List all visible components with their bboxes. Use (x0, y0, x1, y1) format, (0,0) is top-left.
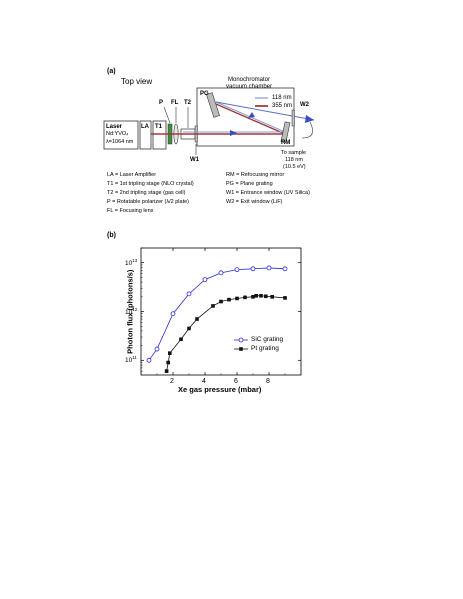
laser-box (103, 120, 139, 150)
la-label: LA (141, 124, 149, 130)
la-box (139, 120, 152, 150)
refocusing-mirror (280, 121, 291, 143)
pt-data-point (227, 297, 231, 302)
sic-data-point (202, 277, 208, 283)
definition-right: W2 = Exit window (LiF) (226, 199, 283, 205)
definition-right: W1 = Entrance window (UV Silica) (226, 190, 310, 196)
laser-label-2: Nd:YVO₄ (106, 131, 129, 137)
definition-left: T2 = 2nd tripling stage (gas cell) (107, 190, 186, 196)
plane-grating (206, 92, 220, 118)
pt-data-point (235, 296, 239, 301)
sic-data-point (146, 357, 152, 363)
pt-series-line (166, 295, 286, 372)
definition-right: PG = Plane grating (226, 181, 273, 187)
pt-data-point (243, 295, 247, 300)
y-tick-label: 1012 (125, 306, 138, 316)
legend-118-label: 118 nm (272, 95, 292, 101)
panel-a-label: (a) (107, 68, 116, 75)
exit-window (291, 109, 295, 127)
t1-label: T1 (155, 124, 163, 130)
setup-schematic (103, 87, 315, 155)
monochromator-label-2: vacuum chamber (226, 84, 273, 90)
x-tick-label: 4 (202, 378, 206, 385)
pt-data-point (219, 299, 223, 304)
rm-label: RM (281, 140, 291, 146)
y-tick-label: 1011 (125, 355, 137, 365)
sic-data-point (282, 266, 288, 272)
x-axis-label: Xe gas pressure (mbar) (178, 385, 262, 394)
legend-sic-marker (238, 337, 244, 343)
sic-data-point (154, 346, 160, 352)
pt-data-point (251, 295, 255, 299)
sic-data-point (250, 266, 256, 272)
pt-data-point (168, 351, 172, 355)
sic-data-point (170, 311, 176, 317)
arrow-118-out (305, 115, 314, 123)
to-sample-arrow (301, 121, 313, 139)
pt-data-point (264, 294, 268, 299)
legend-sic-label: SiC grating (251, 336, 284, 343)
legend-355-label: 355 nm (272, 103, 293, 109)
pt-data-point (270, 295, 274, 299)
to-sample-label-3: (10.5 eV) (283, 164, 306, 170)
definition-left: FL = Focusing lens (107, 208, 154, 214)
to-sample-label-2: 118 nm (285, 157, 303, 163)
pt-data-point (254, 293, 258, 298)
beam-118-out (215, 101, 315, 121)
t1-box (152, 120, 167, 150)
pt-data-point (187, 326, 191, 331)
definition-right: RM = Refocusing mirror (226, 172, 285, 178)
w1-label: W1 (190, 157, 199, 163)
plot-frame (140, 247, 302, 376)
definition-left: P = Rotatable polarizer (λ/2 plate) (107, 199, 189, 205)
laser-label-3: λ=1064 nm (106, 139, 134, 145)
top-view-title: Top view (121, 77, 153, 86)
laser-label-1: Laser (106, 124, 123, 130)
p-label: P (159, 100, 164, 106)
panel-b-label: (b) (107, 232, 116, 239)
arrow-beam-in (230, 130, 237, 136)
beam-355-to-pg (215, 103, 286, 135)
pointer-p (163, 106, 171, 124)
y-tick-label: 1013 (125, 257, 138, 267)
pt-data-point (195, 317, 199, 321)
definition-left: LA = Laser Amplifier (107, 172, 157, 178)
legend-pt-label: Pt grating (251, 345, 279, 352)
pg-label: PG (200, 91, 209, 97)
arrow-beam-mid (248, 112, 255, 118)
chart-legend (234, 337, 248, 351)
definition-left: T1 = 1st tripling stage (NLO crystal) (107, 181, 194, 187)
x-tick-label: 6 (234, 378, 238, 385)
x-tick-label: 2 (170, 378, 174, 385)
pt-data-point (164, 369, 169, 373)
sic-data-point (234, 267, 240, 273)
sic-data-point (266, 265, 272, 271)
legend-pt-marker (239, 347, 243, 351)
w2-label: W2 (300, 102, 309, 108)
x-tick-label: 8 (266, 378, 270, 385)
pt-data-point (166, 360, 170, 365)
fl-label: FL (171, 100, 179, 106)
t2-label: T2 (184, 100, 192, 106)
pt-data-point (211, 304, 215, 308)
pt-data-point (283, 296, 287, 300)
monochromator-label-1: Monochromator (228, 77, 271, 83)
to-sample-label-1: To sample (281, 150, 307, 156)
pt-data-point (259, 293, 263, 298)
sic-data-point (218, 270, 224, 276)
sic-data-point (186, 291, 192, 297)
pt-data-point (179, 337, 183, 342)
